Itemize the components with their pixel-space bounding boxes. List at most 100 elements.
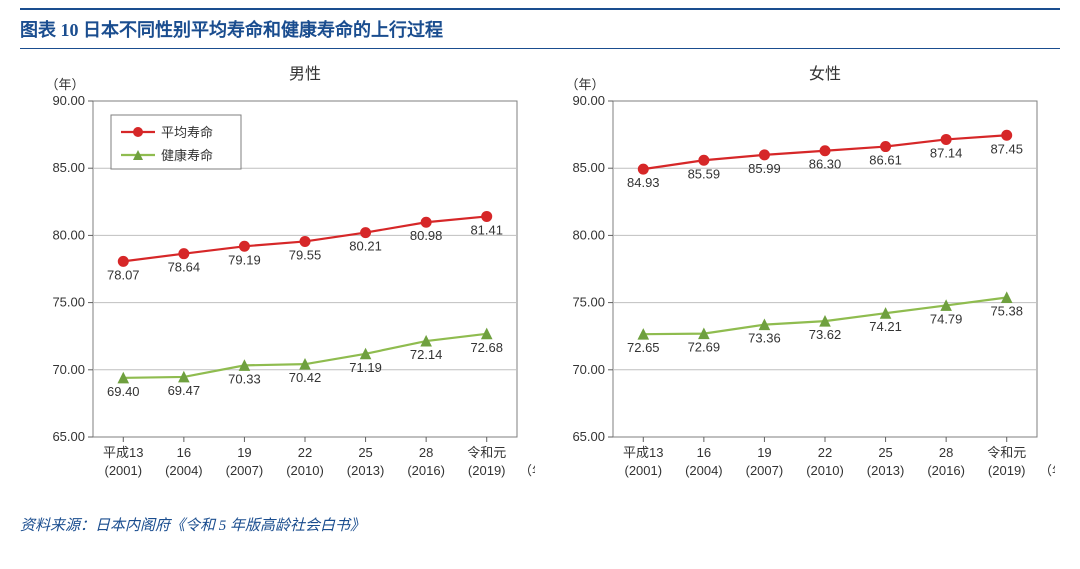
legend-circle-icon	[133, 127, 143, 137]
x-tick-label-bottom: (2019)	[988, 463, 1026, 478]
circle-marker-icon	[941, 134, 951, 144]
x-tick-label-top: 22	[818, 445, 832, 460]
chart-panel-male: 男性 （年） 65.00 70.00 75.00 80.00 85.00 90.00 平成13 (…	[25, 59, 535, 504]
figure-title: 图表 10 日本不同性别平均寿命和健康寿命的上行过程	[20, 20, 443, 40]
x-tick-label-bottom: (2007)	[226, 463, 264, 478]
x-tick-label-top: 16	[177, 445, 191, 460]
series2-data-label: 74.79	[930, 311, 963, 326]
x-tick-label-bottom: (2007)	[746, 463, 784, 478]
y-tick-label: 90.00	[572, 93, 605, 108]
x-tick-label-bottom: (2004)	[165, 463, 203, 478]
series1-data-label: 79.55	[289, 247, 322, 262]
circle-marker-icon	[759, 150, 769, 160]
y-tick-label: 85.00	[52, 160, 85, 175]
x-tick-label-bottom: (2010)	[806, 463, 844, 478]
chart-panel-female: 女性 （年） 65.00 70.00 75.00 80.00 85.00 90.00 平成13 (…	[545, 59, 1055, 504]
circle-marker-icon	[300, 236, 310, 246]
x-tick-label-bottom: (2010)	[286, 463, 324, 478]
circle-marker-icon	[820, 146, 830, 156]
series1-data-label: 86.61	[869, 153, 902, 168]
x-tick-label-bottom: (2004)	[685, 463, 723, 478]
x-tick-label-top: 平成13	[103, 445, 143, 460]
y-tick-label: 80.00	[52, 227, 85, 242]
series1-data-label: 80.98	[410, 228, 443, 243]
x-tick-label-top: 19	[757, 445, 771, 460]
circle-marker-icon	[699, 155, 709, 165]
series1-data-label: 86.30	[809, 157, 842, 172]
series2-data-label: 69.47	[168, 383, 201, 398]
y-tick-label: 70.00	[572, 362, 605, 377]
y-tick-label: 65.00	[572, 429, 605, 444]
x-axis-unit: （年）	[1039, 463, 1055, 478]
x-tick-label-top: 19	[237, 445, 251, 460]
circle-marker-icon	[118, 256, 128, 266]
series1-data-label: 80.21	[349, 239, 382, 254]
series2-data-label: 75.38	[990, 303, 1023, 318]
legend-label-1: 平均寿命	[161, 125, 213, 140]
series2-data-label: 70.42	[289, 370, 322, 385]
source-text: 资料来源：日本内阁府《令和 5 年版高龄社会白书》	[20, 514, 1060, 535]
x-tick-label-bottom: (2016)	[407, 463, 445, 478]
chart-svg: 女性 （年） 65.00 70.00 75.00 80.00 85.00 90.00 平成13 (…	[545, 59, 1055, 499]
y-tick-label: 75.00	[52, 295, 85, 310]
series2-data-label: 72.68	[470, 340, 503, 355]
y-tick-label: 70.00	[52, 362, 85, 377]
circle-marker-icon	[638, 164, 648, 174]
series1-data-label: 87.14	[930, 145, 963, 160]
series1-data-label: 85.59	[688, 166, 721, 181]
y-tick-label: 85.00	[572, 160, 605, 175]
circle-marker-icon	[482, 211, 492, 221]
panel-title: 女性	[809, 64, 841, 83]
x-tick-label-top: 28	[419, 445, 433, 460]
series1-data-label: 78.07	[107, 267, 140, 282]
panel-title: 男性	[289, 65, 321, 83]
x-tick-label-bottom: (2019)	[468, 463, 506, 478]
x-tick-label-bottom: (2001)	[104, 463, 142, 478]
series2-data-label: 69.40	[107, 384, 140, 399]
circle-marker-icon	[421, 217, 431, 227]
x-tick-label-bottom: (2016)	[927, 463, 965, 478]
series1-data-label: 85.99	[748, 161, 781, 176]
series1-data-label: 81.41	[470, 222, 503, 237]
x-tick-label-top: 22	[298, 445, 312, 460]
circle-marker-icon	[179, 249, 189, 259]
x-tick-label-bottom: (2013)	[867, 463, 905, 478]
y-axis-unit: （年）	[565, 77, 604, 92]
figure-container: 图表 10 日本不同性别平均寿命和健康寿命的上行过程 男性 （年） 65.00 70.…	[0, 0, 1080, 547]
charts-row: 男性 （年） 65.00 70.00 75.00 80.00 85.00 90.00 平成13 (…	[20, 59, 1060, 504]
circle-marker-icon	[239, 241, 249, 251]
series2-data-label: 71.19	[349, 360, 382, 375]
series1-data-label: 79.19	[228, 252, 261, 267]
series2-data-label: 73.62	[809, 327, 842, 342]
x-tick-label-top: 25	[878, 445, 892, 460]
y-tick-label: 80.00	[572, 227, 605, 242]
series2-data-label: 72.65	[627, 340, 660, 355]
series2-data-label: 74.21	[869, 319, 902, 334]
series2-data-label: 73.36	[748, 331, 781, 346]
x-tick-label-top: 平成13	[623, 445, 663, 460]
series2-data-label: 72.14	[410, 347, 443, 362]
circle-marker-icon	[1002, 130, 1012, 140]
x-tick-label-top: 令和元	[467, 445, 506, 460]
y-tick-label: 65.00	[52, 429, 85, 444]
series1-data-label: 87.45	[990, 141, 1023, 156]
x-axis-unit: （年）	[519, 463, 535, 478]
y-axis-unit: （年）	[45, 77, 84, 92]
series2-data-label: 70.33	[228, 371, 261, 386]
series1-data-label: 78.64	[168, 260, 201, 275]
x-tick-label-top: 令和元	[987, 445, 1026, 460]
x-tick-label-top: 25	[358, 445, 372, 460]
series2-data-label: 72.69	[688, 340, 721, 355]
title-row: 图表 10 日本不同性别平均寿命和健康寿命的上行过程	[20, 8, 1060, 49]
circle-marker-icon	[881, 142, 891, 152]
chart-svg: 男性 （年） 65.00 70.00 75.00 80.00 85.00 90.00 平成13 (…	[25, 59, 535, 499]
x-tick-label-bottom: (2001)	[624, 463, 662, 478]
legend-label-2: 健康寿命	[161, 148, 213, 163]
x-tick-label-top: 16	[697, 445, 711, 460]
y-tick-label: 90.00	[52, 93, 85, 108]
y-tick-label: 75.00	[572, 295, 605, 310]
x-tick-label-bottom: (2013)	[347, 463, 385, 478]
circle-marker-icon	[361, 228, 371, 238]
series1-data-label: 84.93	[627, 175, 660, 190]
x-tick-label-top: 28	[939, 445, 953, 460]
